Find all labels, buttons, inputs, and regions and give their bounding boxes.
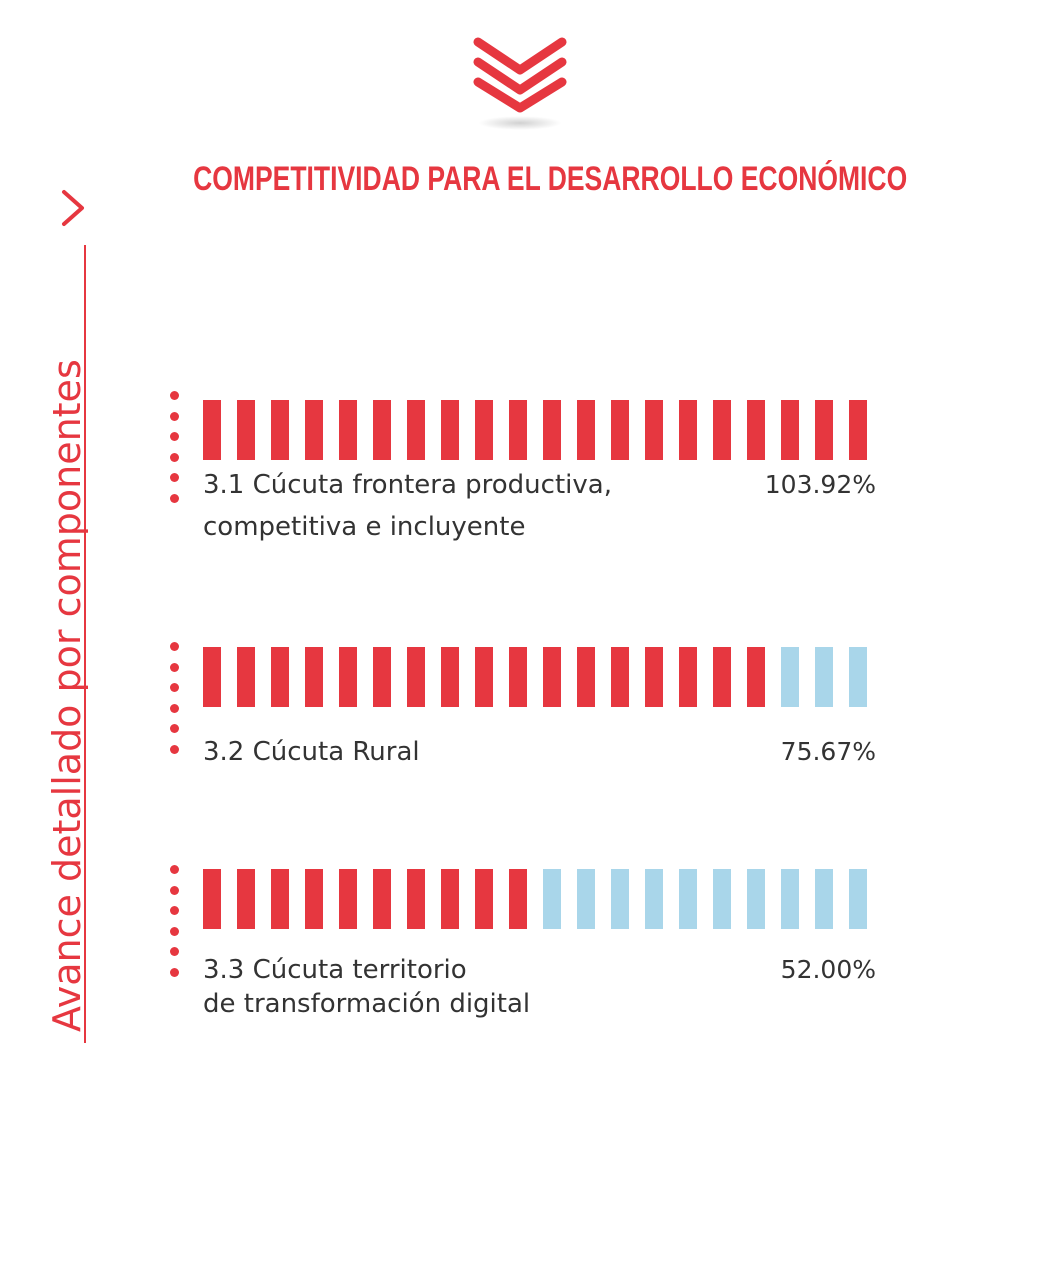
bar-segment-filled xyxy=(849,400,867,460)
bar-segment-filled xyxy=(611,647,629,707)
bar-segment-filled xyxy=(237,647,255,707)
row-1-value: 103.92% xyxy=(764,470,876,499)
bar-segment-filled xyxy=(679,647,697,707)
row-2-value: 75.67% xyxy=(780,737,876,766)
row-dots xyxy=(170,391,182,514)
bar-segment-filled xyxy=(475,400,493,460)
bar-segment-filled xyxy=(407,400,425,460)
bar-segment-filled xyxy=(611,400,629,460)
bar-segment-filled xyxy=(747,647,765,707)
bar-segment-filled xyxy=(645,400,663,460)
bar-segment-filled xyxy=(373,869,391,929)
bar-segment-filled xyxy=(509,400,527,460)
bar-segment-remaining xyxy=(849,869,867,929)
row-dots xyxy=(170,865,182,988)
bar-segment-filled xyxy=(339,869,357,929)
bar-segment-remaining xyxy=(815,647,833,707)
bar-segment-filled xyxy=(271,869,289,929)
bar-segment-filled xyxy=(815,400,833,460)
row-3-label: 3.3 Cúcuta territorio de transformación … xyxy=(203,953,530,1021)
bar-segment-filled xyxy=(577,647,595,707)
bar-segment-filled xyxy=(645,647,663,707)
bar-segment-filled xyxy=(237,400,255,460)
segmented-bar xyxy=(203,869,867,929)
chevrons-down-icon xyxy=(473,37,567,113)
bar-segment-filled xyxy=(203,647,221,707)
bar-segment-remaining xyxy=(679,869,697,929)
bar-segment-filled xyxy=(271,400,289,460)
bar-segment-filled xyxy=(305,869,323,929)
bar-segment-filled xyxy=(747,400,765,460)
bar-segment-filled xyxy=(407,869,425,929)
bar-segment-filled xyxy=(305,400,323,460)
bar-segment-remaining xyxy=(815,869,833,929)
bar-segment-filled xyxy=(203,400,221,460)
bar-segment-filled xyxy=(339,400,357,460)
bar-segment-filled xyxy=(475,869,493,929)
row-3-label-line-2: de transformación digital xyxy=(203,989,531,1019)
row-1-label-line-2: competitiva e incluyente xyxy=(203,512,526,542)
bar-segment-filled xyxy=(237,869,255,929)
bar-segment-remaining xyxy=(577,869,595,929)
bar-segment-filled xyxy=(441,400,459,460)
row-dots xyxy=(170,642,182,765)
bar-segment-filled xyxy=(441,869,459,929)
bar-segment-filled xyxy=(543,647,561,707)
bar-row-2 xyxy=(202,647,872,709)
bar-segment-remaining xyxy=(611,869,629,929)
bar-segment-filled xyxy=(407,647,425,707)
chevron-right-icon xyxy=(62,190,84,226)
row-2-label: 3.2 Cúcuta Rural xyxy=(203,735,420,769)
bar-row-3 xyxy=(202,869,872,931)
page-title: COMPETITIVIDAD PARA EL DESARROLLO ECONÓM… xyxy=(193,160,908,198)
bar-segment-remaining xyxy=(645,869,663,929)
bar-segment-filled xyxy=(441,647,459,707)
row-2-label-line-1: 3.2 Cúcuta Rural xyxy=(203,737,420,767)
bar-row-1 xyxy=(202,400,872,462)
bar-segment-filled xyxy=(271,647,289,707)
side-title: Avance detallado por componentes xyxy=(45,359,89,1032)
row-1-label-line-1: 3.1 Cúcuta frontera productiva, xyxy=(203,470,612,500)
bar-segment-filled xyxy=(781,400,799,460)
bar-segment-filled xyxy=(713,647,731,707)
bar-segment-filled xyxy=(339,647,357,707)
row-3-value: 52.00% xyxy=(780,955,876,984)
bar-segment-filled xyxy=(509,647,527,707)
bar-segment-filled xyxy=(509,869,527,929)
bar-segment-remaining xyxy=(781,869,799,929)
bar-segment-remaining xyxy=(849,647,867,707)
bar-segment-filled xyxy=(203,869,221,929)
bar-segment-filled xyxy=(373,647,391,707)
bar-segment-remaining xyxy=(713,869,731,929)
bar-segment-filled xyxy=(305,647,323,707)
bar-segment-filled xyxy=(713,400,731,460)
segmented-bar xyxy=(203,647,867,707)
row-3-label-line-1: 3.3 Cúcuta territorio xyxy=(203,955,467,985)
chevrons-shadow xyxy=(478,116,562,130)
bar-segment-filled xyxy=(543,400,561,460)
bar-segment-remaining xyxy=(781,647,799,707)
bar-segment-filled xyxy=(577,400,595,460)
side-rule xyxy=(84,245,86,1043)
bar-segment-remaining xyxy=(543,869,561,929)
row-1-label: 3.1 Cúcuta frontera productiva, competit… xyxy=(203,468,612,544)
bar-segment-filled xyxy=(679,400,697,460)
bar-segment-filled xyxy=(373,400,391,460)
bar-segment-remaining xyxy=(747,869,765,929)
segmented-bar xyxy=(203,400,867,460)
bar-segment-filled xyxy=(475,647,493,707)
